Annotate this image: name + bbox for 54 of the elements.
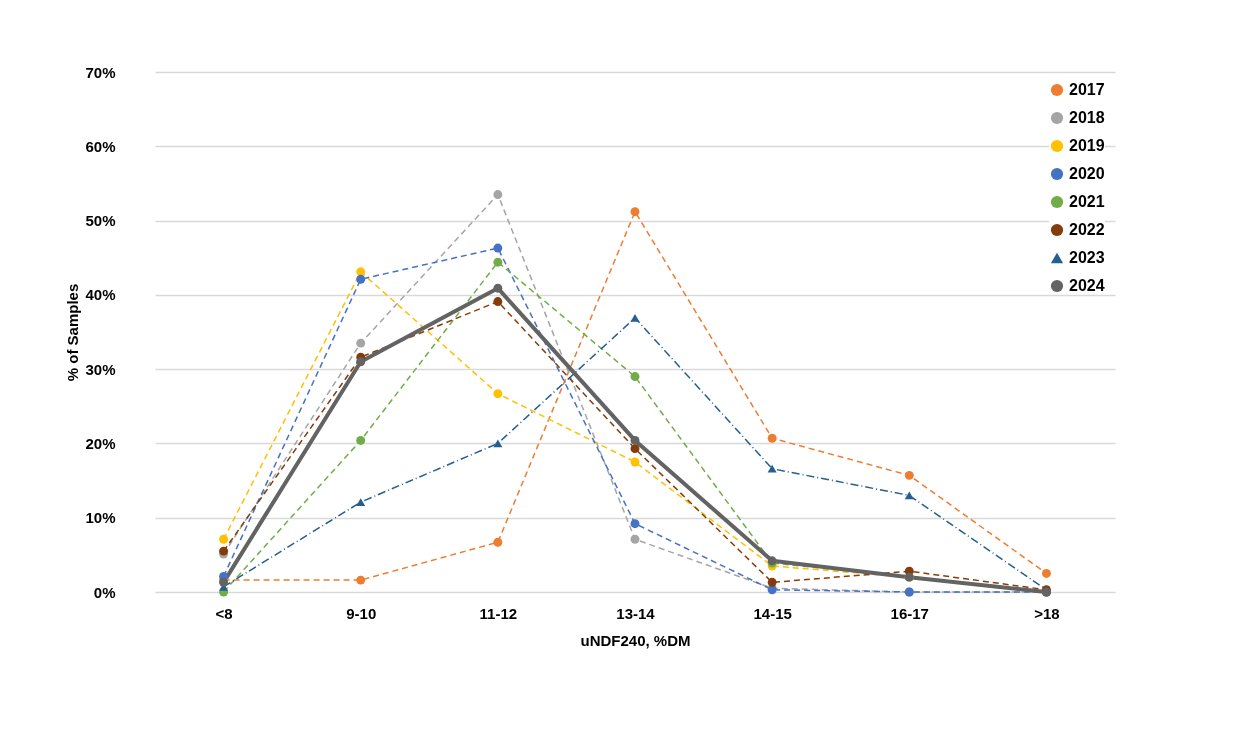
legend-label: 2023 <box>1069 249 1105 266</box>
point <box>493 389 503 399</box>
point <box>356 435 366 445</box>
legend-label: 2019 <box>1069 137 1105 154</box>
y-tick-label: 20% <box>85 434 116 452</box>
point <box>630 519 640 529</box>
point <box>493 190 503 200</box>
point <box>493 257 503 267</box>
x-tick-label: 9-10 <box>346 604 377 622</box>
x-tick-label: <8 <box>215 604 233 622</box>
x-tick-label: >18 <box>1034 604 1060 622</box>
point <box>630 314 640 322</box>
point <box>904 491 914 500</box>
point <box>767 464 777 473</box>
point <box>356 274 366 284</box>
x-axis-title: uNDF240, %DM <box>580 631 691 649</box>
point <box>767 433 777 443</box>
y-tick-label: 10% <box>85 509 116 527</box>
legend-label: 2017 <box>1069 81 1105 98</box>
legend-label: 2022 <box>1069 221 1105 238</box>
y-tick-label: 50% <box>85 212 116 230</box>
point <box>767 577 777 587</box>
y-tick-label: 0% <box>93 583 116 601</box>
y-tick-label: 30% <box>85 360 116 378</box>
point <box>493 537 503 547</box>
point <box>493 283 503 293</box>
point <box>356 338 366 348</box>
point <box>356 575 366 585</box>
x-tick-label: 16-17 <box>890 604 929 622</box>
legend-label: 2021 <box>1069 193 1105 210</box>
x-tick-label: 14-15 <box>753 604 792 622</box>
point <box>630 372 640 382</box>
point <box>356 267 366 277</box>
x-tick-label: 13-14 <box>616 604 656 622</box>
point <box>630 207 640 217</box>
point <box>630 534 640 544</box>
point <box>630 457 640 467</box>
point <box>493 439 503 448</box>
point <box>1041 568 1051 578</box>
y-tick-label: 40% <box>85 286 116 304</box>
point <box>219 534 229 544</box>
x-tick-label: 11-12 <box>479 604 518 622</box>
point <box>356 357 366 367</box>
point <box>493 297 503 307</box>
legend-label: 2024 <box>1069 277 1105 294</box>
point <box>356 498 366 506</box>
legend-label: 2020 <box>1069 165 1105 182</box>
y-tick-label: 70% <box>85 63 116 81</box>
point <box>493 243 503 253</box>
y-tick-label: 60% <box>85 137 116 155</box>
legend-label: 2018 <box>1069 109 1105 126</box>
y-axis-title: % of Samples <box>64 283 82 382</box>
point <box>904 470 914 480</box>
point <box>630 435 640 445</box>
